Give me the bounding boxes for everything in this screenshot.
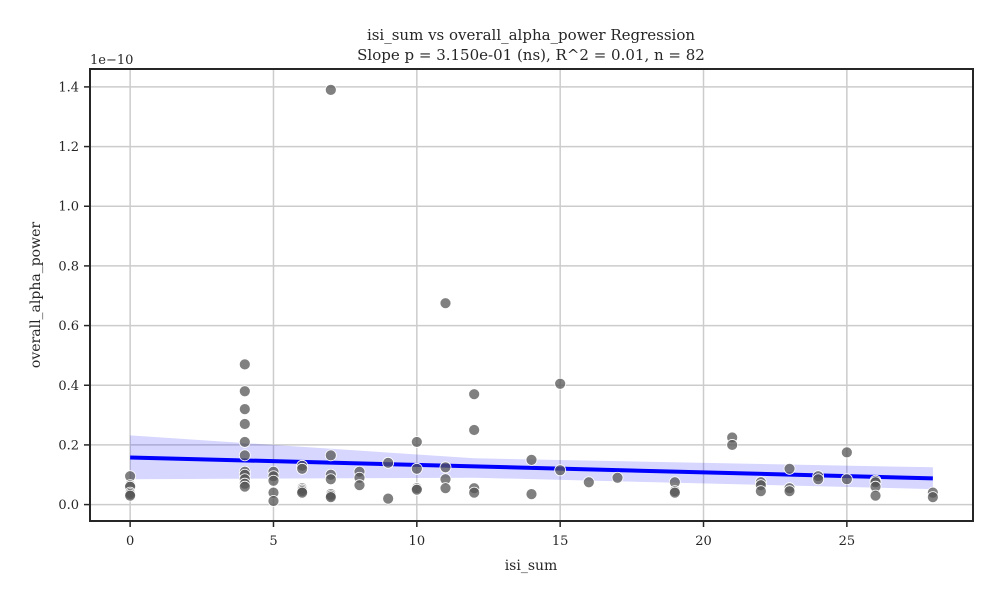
x-tick-label: 20 [695,534,712,549]
data-point [296,486,309,499]
y-tick-label: 0.2 [58,438,79,453]
data-point [410,462,423,475]
data-point [611,471,624,484]
y-tick-label: 1.2 [58,140,79,155]
y-offset-label: 1e−10 [90,53,133,68]
data-point [554,464,567,477]
data-point [812,473,825,486]
data-point [668,486,681,499]
data-point [296,462,309,475]
x-axis-ticks: 0 5 10 15 20 25 [126,521,855,549]
data-point [869,489,882,502]
x-tick-label: 0 [126,534,134,549]
data-point [382,456,395,469]
data-point [840,473,853,486]
data-point [238,436,251,448]
data-point [582,476,595,489]
x-axis-label: isi_sum [505,558,558,574]
data-point [468,388,481,401]
data-point [439,482,452,495]
data-point [324,473,337,486]
data-point [238,403,251,416]
data-point [554,377,567,390]
data-point [468,424,481,436]
y-tick-label: 1.4 [58,80,79,95]
x-tick-label: 10 [409,534,426,549]
y-tick-label: 0.0 [58,498,79,513]
data-point [382,492,395,505]
data-point [267,474,280,487]
data-point [238,480,251,493]
x-tick-label: 5 [269,534,277,549]
data-point [439,461,452,474]
data-point [468,486,481,499]
data-point [238,385,251,398]
plot-frame [89,68,974,522]
data-point [926,491,939,504]
data-point [324,83,337,96]
data-point [324,449,337,462]
data-point [525,453,538,466]
x-tick-label: 15 [552,534,569,549]
data-point [238,418,251,430]
y-tick-label: 0.6 [58,319,79,334]
y-tick-label: 0.8 [58,259,79,274]
chart-title: isi_sum vs overall_alpha_power Regressio… [367,26,695,44]
data-point [324,491,337,504]
data-point [353,479,366,492]
regression-line [130,455,933,481]
data-point [439,297,452,310]
chart-subtitle: Slope p = 3.150e-01 (ns), R^2 = 0.01, n … [357,46,705,64]
grid [90,69,973,521]
data-point [840,446,853,459]
data-point [124,489,137,502]
data-point [783,485,796,498]
y-tick-label: 0.4 [58,379,79,394]
data-point [267,495,280,507]
data-point [525,488,538,501]
data-point [410,436,423,448]
data-point [754,485,767,498]
y-axis-label: overall_alpha_power [28,222,44,368]
x-tick-label: 25 [839,534,856,549]
data-point [238,358,251,371]
data-point [726,439,739,451]
data-point [410,483,423,496]
y-axis-ticks: 0.0 0.2 0.4 0.6 0.8 1.0 1.2 1.4 [58,80,90,513]
data-point [238,449,251,462]
y-tick-label: 1.0 [58,200,79,215]
scatter-points [124,83,939,507]
data-point [783,462,796,475]
